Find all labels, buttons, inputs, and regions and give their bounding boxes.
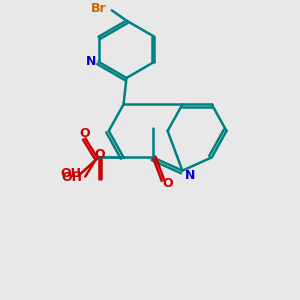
- Text: OH: OH: [61, 172, 82, 184]
- Text: O: O: [80, 128, 90, 140]
- Text: OH: OH: [60, 167, 81, 180]
- Text: Br: Br: [91, 2, 106, 15]
- Text: O: O: [162, 177, 173, 190]
- Text: N: N: [86, 55, 96, 68]
- Text: O: O: [95, 148, 105, 161]
- Text: N: N: [184, 169, 195, 182]
